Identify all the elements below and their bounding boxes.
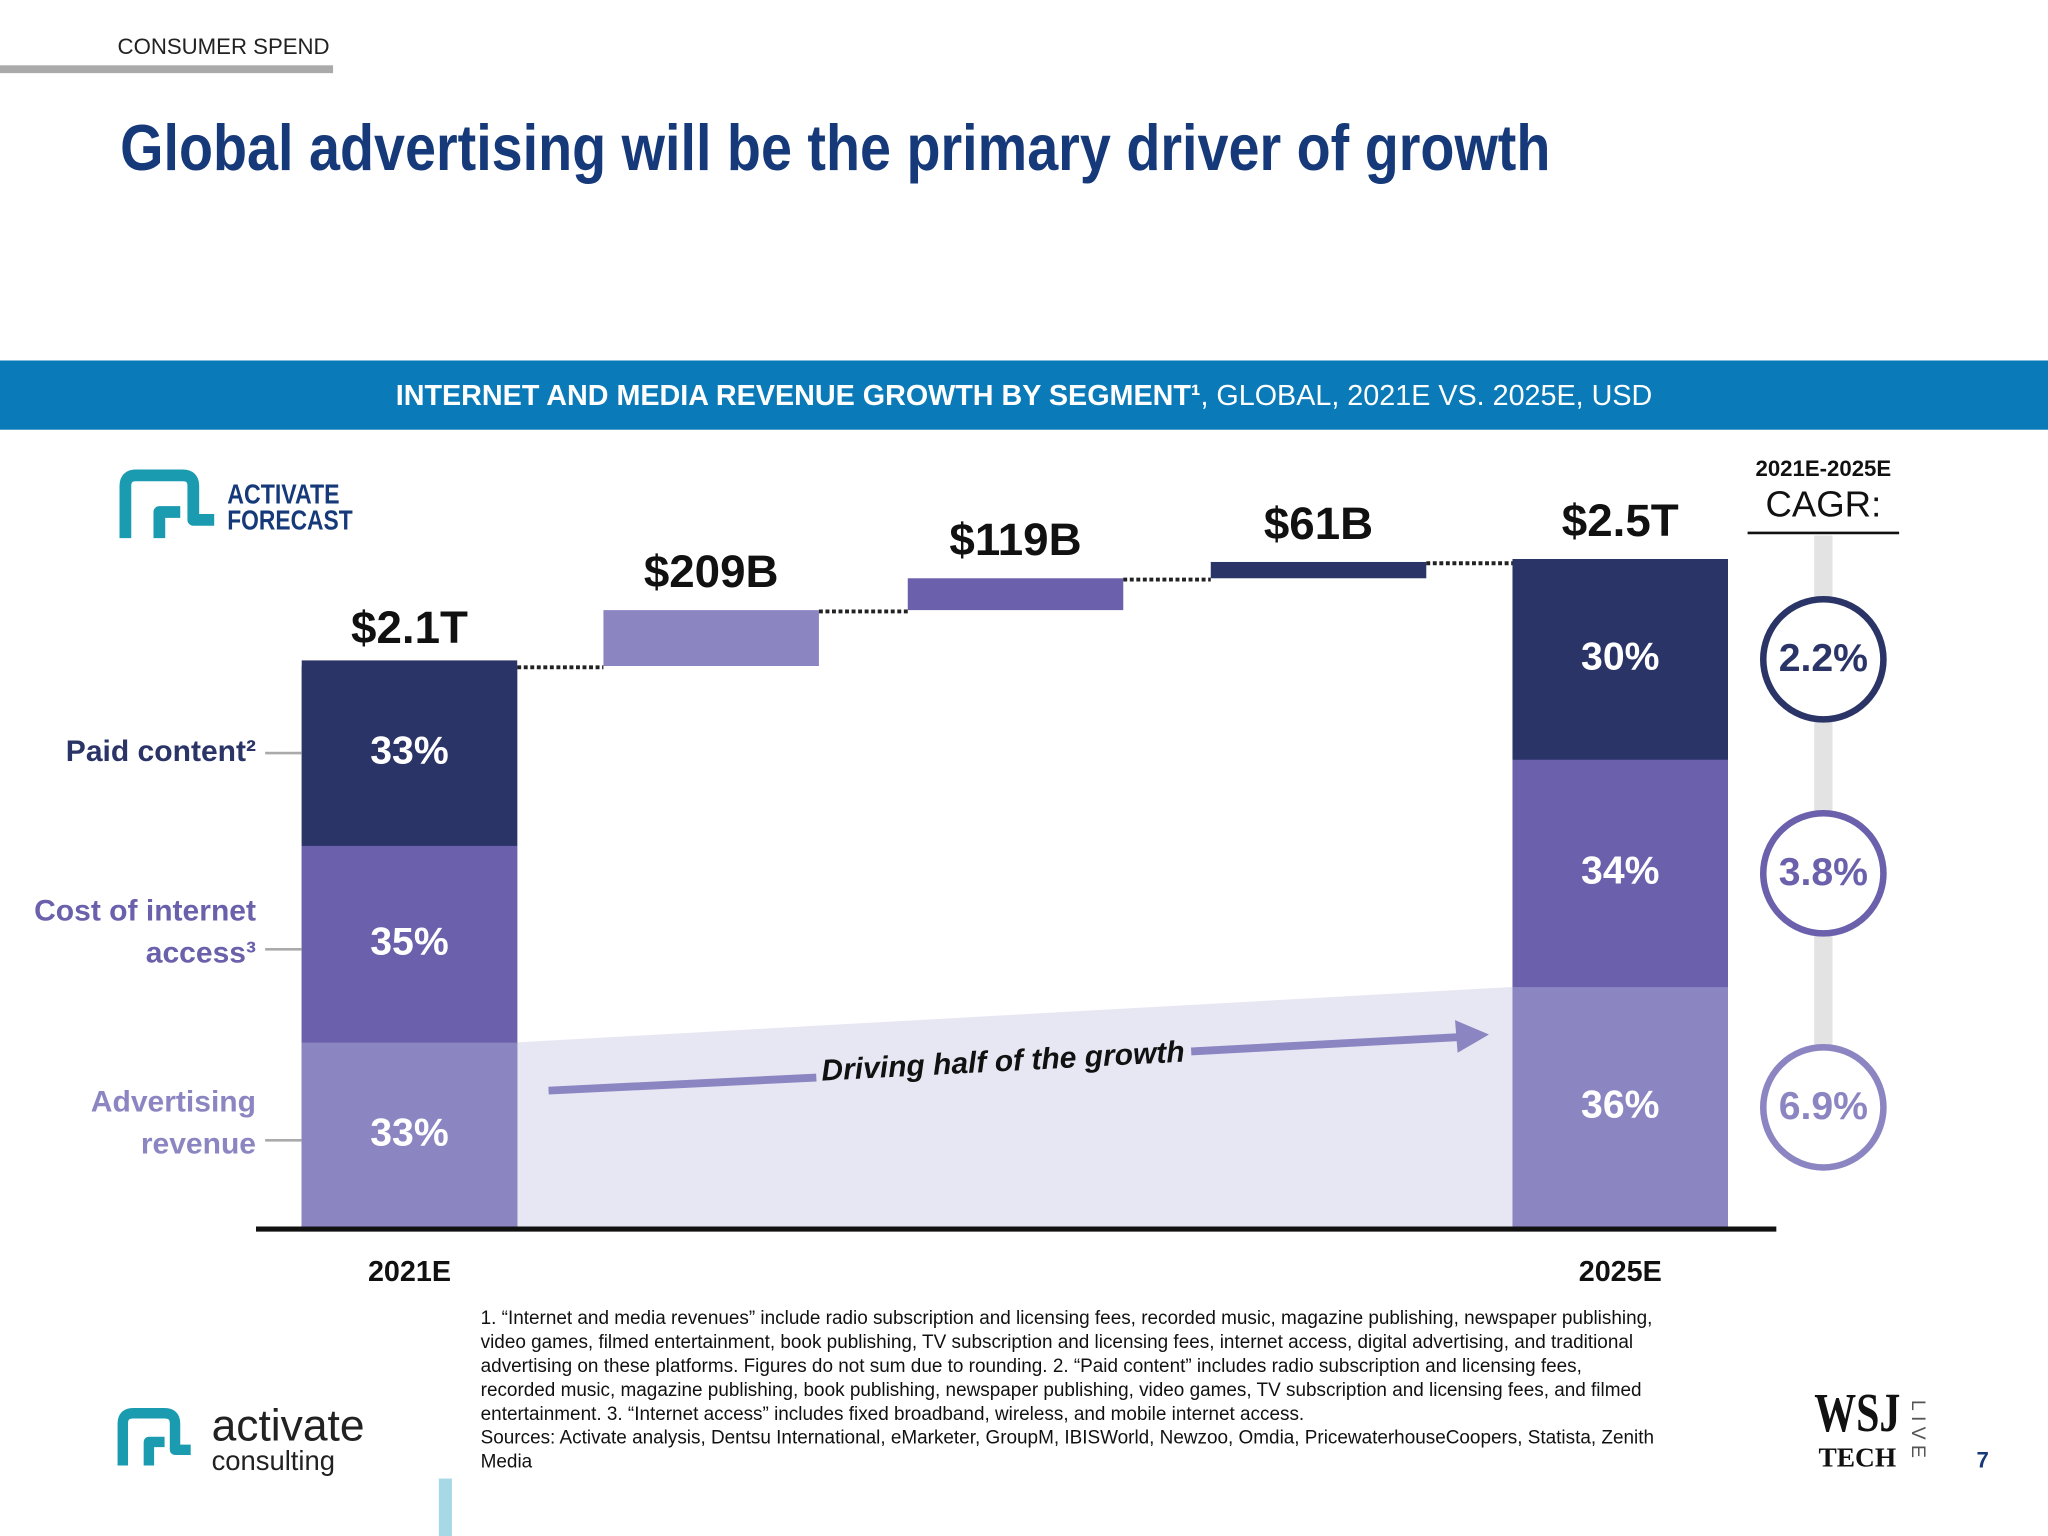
cagr-value: 6.9% (1779, 1085, 1868, 1128)
segment (301, 1042, 518, 1228)
footnote-line: video games, filmed entertainment, book … (481, 1332, 1633, 1353)
footer-logo-icon (117, 1408, 191, 1466)
slide-title: Global advertising will be the primary d… (120, 111, 1550, 184)
segment-label: 30% (1581, 636, 1659, 679)
step-bar (1210, 561, 1427, 579)
value-label: $2.5T (1562, 495, 1679, 546)
cagr-circle (1760, 809, 1887, 937)
banner (0, 360, 2048, 430)
banner-text: INTERNET AND MEDIA REVENUE GROWTH BY SEG… (396, 380, 1652, 412)
footnote-line: Sources: Activate analysis, Dentsu Inter… (481, 1428, 1654, 1449)
page-number: 7 (1977, 1447, 1989, 1472)
tech-logo: TECH (1818, 1443, 1896, 1473)
cagr-value: 2.2% (1779, 637, 1868, 680)
footnote-line: entertainment. 3. “Internet access” incl… (481, 1404, 1305, 1425)
arrow-head (1455, 1020, 1489, 1053)
section-rule (0, 65, 334, 74)
footer-brand: activate (212, 1402, 365, 1451)
footer: activate consulting WSJ TECH LIVE 7 (117, 1382, 1989, 1536)
segment (1512, 987, 1728, 1228)
segment-label: 33% (370, 1111, 448, 1154)
value-label: $2.1T (351, 602, 468, 653)
footnote-line: recorded music, magazine publishing, boo… (481, 1380, 1642, 1401)
footnotes: 1. “Internet and media revenues” include… (481, 1308, 1654, 1472)
forecast-logo: ACTIVATE FORECAST (119, 469, 353, 539)
logo-icon (119, 469, 215, 539)
value-label: $119B (949, 514, 1081, 565)
segment (301, 845, 518, 1043)
banner-bold: INTERNET AND MEDIA REVENUE GROWTH BY SEG… (396, 380, 1201, 412)
legend-label: Paid content² (66, 735, 256, 768)
logo-line1: ACTIVATE (227, 479, 339, 510)
x-tick-label: 2025E (1579, 1256, 1662, 1288)
cagr-label: CAGR: (1765, 483, 1881, 524)
segment (301, 660, 518, 846)
segment (1512, 559, 1728, 760)
waterfall-chart: $2.1T 2021E $209B $119B $61B $2.5T 2025E 33% 35%… (34, 456, 1900, 1288)
x-tick-label: 2021E (368, 1256, 451, 1288)
cagr-value: 3.8% (1779, 851, 1868, 894)
cagr-circle (1760, 1044, 1887, 1171)
value-label: $209B (644, 546, 779, 597)
segment-label: 33% (370, 729, 448, 772)
banner-rest: , GLOBAL, 2021E VS. 2025E, USD (1200, 380, 1652, 412)
footnote-line: 1. “Internet and media revenues” include… (481, 1308, 1653, 1329)
growth-area (517, 987, 1513, 1228)
segment-label: 35% (370, 920, 448, 963)
legend-label: Advertising revenue (91, 1086, 256, 1161)
wsj-logo: WSJ (1814, 1382, 1900, 1443)
footer-accent (438, 1478, 452, 1536)
step-bar (603, 610, 819, 667)
segment (1512, 759, 1728, 988)
segment-label: 36% (1581, 1084, 1659, 1127)
arrow-left (548, 1073, 817, 1095)
value-label: $61B (1264, 498, 1373, 549)
cagr-circle (1760, 595, 1887, 723)
live-logo: LIVE (1907, 1400, 1929, 1463)
section-label: CONSUMER SPEND (118, 34, 330, 59)
footnote-line: advertising on these platforms. Figures … (481, 1356, 1582, 1377)
segment-label: 34% (1581, 850, 1659, 893)
logo-line2: FORECAST (227, 505, 353, 536)
cagr-title: 2021E-2025E (1755, 456, 1891, 481)
legend-label: Cost of internet access³ (34, 895, 256, 970)
arrow-right (1190, 1033, 1461, 1056)
footer-brand-sub: consulting (212, 1445, 335, 1476)
footnote-line: Media (481, 1452, 533, 1473)
step-bar (907, 578, 1124, 611)
